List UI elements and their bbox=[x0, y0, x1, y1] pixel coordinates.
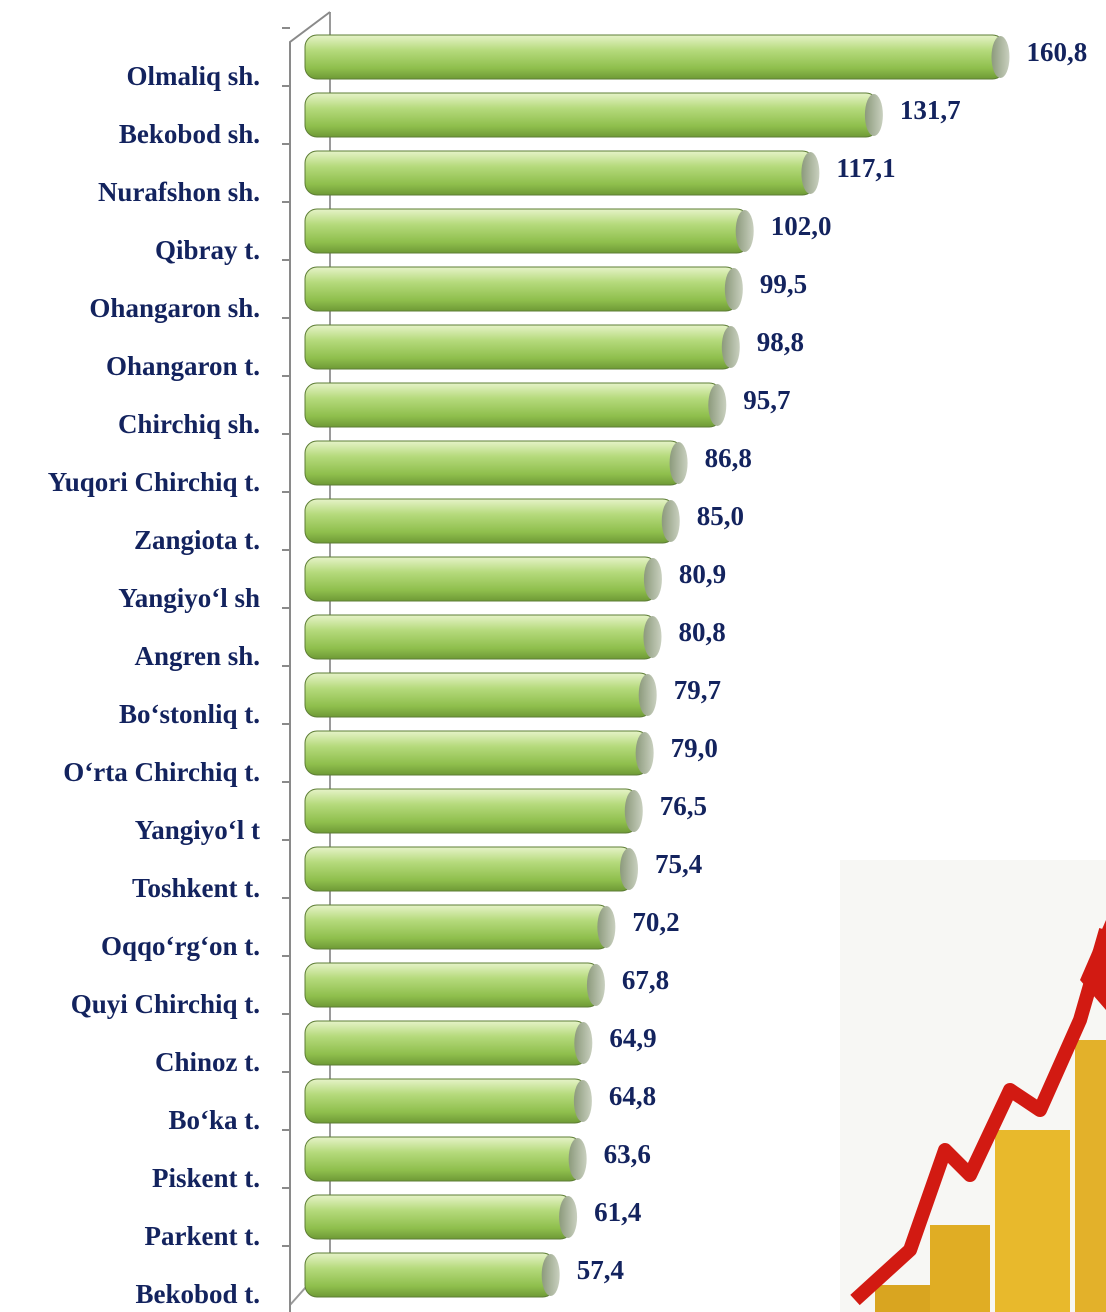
y-tick-label: Bo‘ka t. bbox=[168, 1105, 260, 1135]
bar bbox=[304, 846, 634, 892]
bar-cap bbox=[801, 152, 820, 194]
y-tick-label: Bekobod t. bbox=[135, 1279, 260, 1309]
value-label: 80,9 bbox=[679, 559, 726, 589]
decoration bbox=[840, 860, 1106, 1312]
bar bbox=[304, 92, 879, 138]
value-label: 80,8 bbox=[678, 617, 725, 647]
y-tick-label: Oqqo‘rg‘on t. bbox=[101, 931, 260, 961]
bar bbox=[304, 34, 1005, 80]
bar-cap bbox=[735, 210, 754, 252]
bar-cap bbox=[624, 790, 643, 832]
value-label: 85,0 bbox=[697, 501, 744, 531]
bar bbox=[304, 730, 650, 776]
y-tick-label: Piskent t. bbox=[152, 1163, 260, 1193]
bar-cap bbox=[573, 1080, 592, 1122]
bar-cap bbox=[643, 616, 662, 658]
bar-cap bbox=[724, 268, 743, 310]
bar-cap bbox=[597, 906, 616, 948]
bar-cap bbox=[635, 732, 654, 774]
bar-cap bbox=[541, 1254, 560, 1296]
bar bbox=[304, 962, 601, 1008]
y-tick-label: O‘rta Chirchiq t. bbox=[63, 757, 260, 787]
bar-cap bbox=[864, 94, 883, 136]
bar bbox=[304, 904, 611, 950]
value-label: 79,7 bbox=[674, 675, 721, 705]
bar-cap bbox=[661, 500, 680, 542]
bar bbox=[304, 1252, 556, 1298]
value-label: 79,0 bbox=[671, 733, 718, 763]
bar-cap bbox=[568, 1138, 587, 1180]
y-tick-label: Bekobod sh. bbox=[119, 119, 260, 149]
bar-cap bbox=[721, 326, 740, 368]
y-tick-label: Parkent t. bbox=[145, 1221, 260, 1251]
y-tick-label: Nurafshon sh. bbox=[98, 177, 260, 207]
bar-cap bbox=[643, 558, 662, 600]
value-label: 70,2 bbox=[632, 907, 679, 937]
bar bbox=[304, 324, 736, 370]
bar-cap bbox=[586, 964, 605, 1006]
y-tick-label: Ohangaron sh. bbox=[89, 293, 260, 323]
bar-cap bbox=[991, 36, 1010, 78]
bar bbox=[304, 498, 676, 544]
value-label: 75,4 bbox=[655, 849, 702, 879]
bar bbox=[304, 672, 653, 718]
bar bbox=[304, 266, 739, 312]
bar bbox=[304, 1020, 588, 1066]
value-label: 64,8 bbox=[609, 1081, 656, 1111]
bar bbox=[304, 150, 815, 196]
value-label: 99,5 bbox=[760, 269, 807, 299]
y-tick-label: Yuqori Chirchiq t. bbox=[48, 467, 260, 497]
bar bbox=[304, 1078, 588, 1124]
y-tick-label: Yangiyo‘l sh bbox=[118, 583, 260, 613]
y-tick-label: Qibray t. bbox=[155, 235, 260, 265]
value-label: 63,6 bbox=[604, 1139, 651, 1169]
y-tick-label: Yangiyo‘l t bbox=[135, 815, 260, 845]
y-tick-label: Zangiota t. bbox=[134, 525, 260, 555]
y-tick-label: Bo‘stonliq t. bbox=[119, 699, 260, 729]
value-label: 98,8 bbox=[757, 327, 804, 357]
bar-cap bbox=[619, 848, 638, 890]
value-label: 86,8 bbox=[705, 443, 752, 473]
value-label: 57,4 bbox=[577, 1255, 624, 1285]
y-tick-label: Chirchiq sh. bbox=[118, 409, 260, 439]
bar-cap bbox=[708, 384, 727, 426]
value-label: 131,7 bbox=[900, 95, 961, 125]
bar bbox=[304, 1194, 573, 1240]
y-tick-label: Ohangaron t. bbox=[106, 351, 260, 381]
bar-cap bbox=[574, 1022, 593, 1064]
value-label: 76,5 bbox=[660, 791, 707, 821]
bar bbox=[304, 556, 658, 602]
y-tick-label: Chinoz t. bbox=[155, 1047, 260, 1077]
y-tick-label: Angren sh. bbox=[134, 641, 260, 671]
value-label: 95,7 bbox=[743, 385, 790, 415]
bar bbox=[304, 788, 639, 834]
y-tick-label: Toshkent t. bbox=[132, 873, 260, 903]
bar-cap bbox=[669, 442, 688, 484]
bar-cap bbox=[638, 674, 657, 716]
bar bbox=[304, 440, 684, 486]
value-label: 160,8 bbox=[1026, 37, 1087, 67]
bar bbox=[304, 382, 722, 428]
bar bbox=[304, 1136, 583, 1182]
value-label: 102,0 bbox=[771, 211, 832, 241]
bar-cap bbox=[559, 1196, 578, 1238]
bar bbox=[304, 614, 657, 660]
value-label: 117,1 bbox=[836, 153, 895, 183]
value-label: 61,4 bbox=[594, 1197, 641, 1227]
y-tick-label: Olmaliq sh. bbox=[126, 61, 260, 91]
value-label: 64,9 bbox=[609, 1023, 656, 1053]
bar bbox=[304, 208, 750, 254]
y-tick-label: Quyi Chirchiq t. bbox=[71, 989, 260, 1019]
value-label: 67,8 bbox=[622, 965, 669, 995]
